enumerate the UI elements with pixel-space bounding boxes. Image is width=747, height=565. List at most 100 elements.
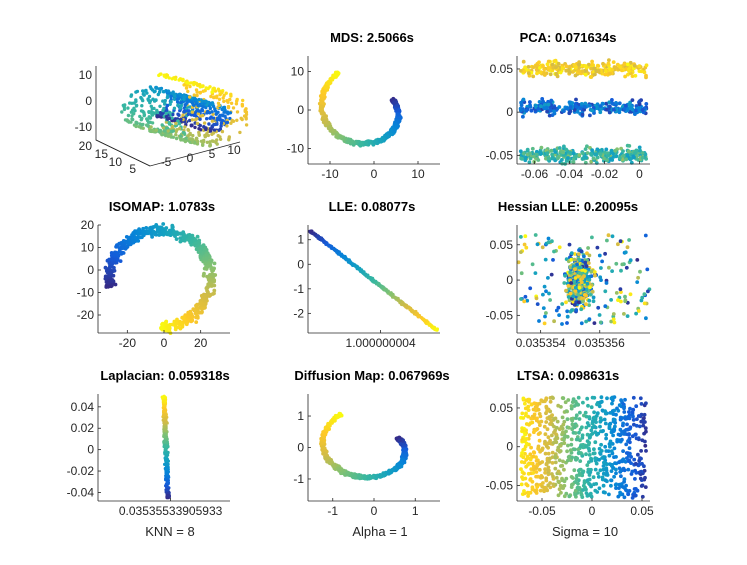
scatter-point	[605, 239, 609, 243]
scatter-point	[573, 258, 577, 262]
scatter-point	[583, 293, 587, 297]
scatter-point	[122, 239, 126, 243]
ytick-label: 20	[79, 139, 93, 153]
scatter-point	[173, 107, 176, 110]
y-tick-label: -20	[77, 308, 95, 322]
ztick-label: 0	[85, 94, 92, 108]
scatter-point	[622, 312, 626, 316]
scatter-point	[641, 156, 645, 160]
scatter-point	[536, 242, 540, 246]
scatter-point	[194, 114, 197, 117]
scatter-point	[598, 275, 602, 279]
scatter-point	[536, 158, 540, 162]
scatter-point	[596, 246, 600, 250]
scatter-point	[159, 129, 162, 132]
scatter-point	[129, 95, 132, 98]
scatter-point	[626, 314, 630, 318]
scatter-point	[161, 99, 164, 102]
scatter-point	[554, 65, 558, 69]
scatter-point	[203, 121, 206, 124]
scatter-point	[574, 155, 578, 159]
scatter-point	[629, 292, 633, 296]
scatter-point	[543, 322, 547, 326]
scatter-point	[188, 85, 191, 88]
scatter-point	[590, 63, 594, 67]
points-mds	[318, 71, 403, 148]
scatter-point	[317, 237, 320, 240]
scatter-point	[528, 151, 532, 155]
scatter-point	[183, 235, 187, 239]
scatter-point	[596, 306, 600, 310]
y-tick-label: 0	[87, 443, 94, 457]
scatter-point	[598, 254, 602, 258]
scatter-point	[537, 60, 541, 64]
scatter-point	[577, 266, 581, 270]
scatter-point	[613, 321, 617, 325]
scatter-point	[187, 129, 190, 132]
scatter-point	[325, 85, 329, 89]
scatter-point	[566, 156, 570, 160]
scatter-point	[632, 156, 636, 160]
title-hessian-lle: Hessian LLE: 0.20095s	[498, 199, 638, 214]
scatter-point	[201, 114, 204, 117]
scatter-point	[122, 251, 126, 255]
scatter-point	[211, 268, 215, 272]
scatter-point	[223, 115, 226, 118]
scatter-point	[206, 282, 210, 286]
scatter-point	[574, 276, 578, 280]
scatter-point	[156, 228, 160, 232]
scatter-point	[577, 153, 581, 157]
scatter-point	[229, 94, 232, 97]
scatter-point	[221, 130, 224, 133]
title-lle: LLE: 0.08077s	[329, 199, 416, 214]
scatter-point	[620, 263, 624, 267]
scatter-point	[584, 64, 588, 68]
scatter-point	[373, 140, 377, 144]
scatter-point	[196, 109, 199, 112]
scatter-point	[164, 321, 168, 325]
scatter-point	[535, 296, 539, 300]
scatter-point	[623, 295, 627, 299]
scatter-point	[199, 256, 203, 260]
scatter-point	[593, 321, 597, 325]
scatter-point	[185, 322, 189, 326]
scatter-point	[160, 323, 164, 327]
scatter-point	[163, 409, 166, 412]
scatter-point	[560, 302, 564, 306]
scatter-point	[531, 147, 535, 151]
x-tick-label: 20	[194, 336, 208, 350]
scatter-point	[177, 114, 180, 117]
scatter-point	[140, 104, 143, 107]
scatter-point	[190, 124, 193, 127]
points-pca	[519, 58, 649, 166]
y-tick-label: 20	[81, 218, 95, 232]
scatter-point	[164, 444, 167, 447]
scatter-point	[160, 326, 164, 330]
scatter-point	[581, 300, 585, 304]
scatter-point	[607, 266, 611, 270]
scatter-point	[230, 102, 233, 105]
scatter-point	[183, 95, 186, 98]
x-tick-label: -0.02	[591, 167, 619, 181]
scatter-point	[524, 246, 528, 250]
scatter-point	[623, 62, 627, 66]
scatter-point	[218, 98, 221, 101]
scatter-point	[543, 285, 547, 289]
scatter-point	[631, 98, 635, 102]
scatter-point	[168, 134, 171, 137]
scatter-point	[614, 101, 618, 105]
scatter-point	[216, 111, 219, 114]
scatter-point	[612, 60, 616, 64]
scatter-point	[216, 142, 219, 145]
scatter-point	[563, 274, 567, 278]
scatter-point	[204, 100, 207, 103]
title-ltsa: LTSA: 0.098631s	[517, 368, 619, 383]
scatter-point	[218, 118, 221, 121]
scatter-point	[201, 109, 204, 112]
scatter-point	[552, 59, 556, 63]
scatter-point	[535, 64, 539, 68]
scatter-point	[610, 101, 614, 105]
scatter-point	[241, 104, 244, 107]
scatter-point	[168, 111, 171, 114]
scatter-point	[590, 109, 594, 113]
